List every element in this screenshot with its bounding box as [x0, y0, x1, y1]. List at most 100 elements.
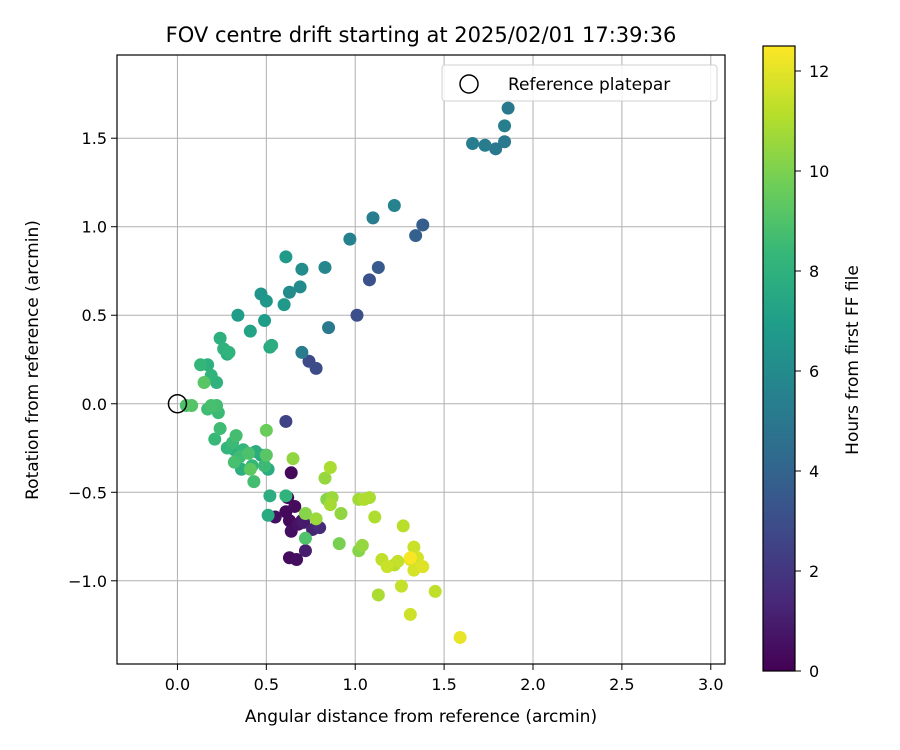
scatter-point [194, 358, 208, 372]
colorbar-ticks: 0 2 4 6 8 10 12 [795, 62, 829, 681]
legend: Reference platepar [441, 64, 718, 102]
scatter-point [498, 135, 512, 149]
scatter-point [279, 250, 293, 264]
scatter-point [259, 448, 273, 462]
scatter-point [288, 499, 302, 513]
scatter-point [380, 560, 394, 574]
colorbar-tick-label: 4 [809, 462, 819, 481]
scatter-point [277, 298, 291, 312]
colorbar-tick-label: 12 [809, 62, 829, 81]
scatter-point [409, 229, 423, 243]
scatter-point [222, 345, 236, 359]
data-points [179, 101, 515, 644]
scatter-point [323, 460, 337, 474]
scatter-point [231, 308, 245, 322]
colorbar-tick-label: 6 [809, 362, 819, 381]
scatter-point [279, 414, 293, 428]
y-tick-label: 0.5 [82, 306, 107, 325]
scatter-point [355, 538, 369, 552]
scatter-point [371, 588, 385, 602]
scatter-point [259, 294, 273, 308]
scatter-point [309, 361, 323, 375]
scatter-point [362, 273, 376, 287]
scatter-point [298, 531, 312, 545]
scatter-point [204, 399, 218, 413]
colorbar-tick-label: 8 [809, 262, 819, 281]
scatter-point [466, 137, 480, 151]
scatter-point [243, 462, 257, 476]
x-tick-label: 2.5 [609, 675, 634, 694]
scatter-point [478, 138, 492, 152]
scatter-point [295, 262, 309, 276]
scatter-point [334, 507, 348, 521]
chart-title: FOV centre drift starting at 2025/02/01 … [166, 23, 677, 47]
legend-label: Reference platepar [508, 75, 670, 95]
colorbar-label: Hours from first FF file [843, 265, 863, 455]
scatter-point [416, 560, 430, 574]
scatter-point [227, 455, 241, 469]
x-axis-label: Angular distance from reference (arcmin) [245, 707, 597, 727]
scatter-point [213, 331, 227, 345]
scatter-point [396, 519, 410, 533]
scatter-point [387, 198, 401, 212]
scatter-point [501, 101, 515, 115]
scatter-point [368, 510, 382, 524]
scatter-point [322, 321, 336, 335]
legend-box [441, 64, 718, 102]
scatter-point [489, 142, 503, 156]
colorbar-gradient [762, 45, 796, 672]
scatter-point [229, 429, 243, 443]
scatter-point [208, 432, 222, 446]
scatter-point [366, 211, 380, 225]
scatter-point [318, 260, 332, 274]
scatter-point [247, 475, 261, 489]
scatter-point [394, 579, 408, 593]
x-tick-label: 0.5 [254, 675, 279, 694]
scatter-point [286, 452, 300, 466]
legend-reference-marker [459, 74, 479, 94]
scatter-point [295, 345, 309, 359]
scatter-point [265, 338, 279, 352]
x-axis-ticks: 0.0 0.5 1.0 1.5 2.0 2.5 3.0 [165, 664, 724, 694]
scatter-point [318, 471, 332, 485]
y-tick-label: 1.5 [82, 129, 107, 148]
scatter-point [428, 584, 442, 598]
grid-lines [117, 55, 725, 664]
x-tick-label: 0.0 [165, 675, 190, 694]
y-axis-label: Rotation from reference (arcmin) [23, 220, 43, 500]
colorbar-tick-label: 2 [809, 562, 819, 581]
scatter-point [290, 553, 304, 567]
x-tick-label: 1.0 [342, 675, 367, 694]
colorbar-tick-label: 0 [809, 662, 819, 681]
scatter-point [407, 540, 421, 554]
scatter-point [293, 280, 307, 294]
y-tick-label: 0.0 [82, 395, 107, 414]
colorbar: 0 2 4 6 8 10 12 Hours from first FF file [762, 45, 863, 681]
scatter-point [259, 423, 273, 437]
scatter-point [282, 285, 296, 299]
scatter-point [298, 507, 312, 521]
scatter-point [323, 498, 337, 512]
y-tick-label: 1.0 [82, 218, 107, 237]
scatter-point [242, 446, 256, 460]
scatter-point [391, 554, 405, 568]
scatter-point [243, 324, 257, 338]
scatter-point [403, 551, 417, 565]
scatter-point [284, 466, 298, 480]
scatter-point [357, 492, 371, 506]
scatter-point [453, 630, 467, 644]
x-tick-label: 1.5 [431, 675, 456, 694]
plot-frame [116, 54, 726, 665]
scatter-point [416, 218, 430, 232]
scatter-point [350, 308, 364, 322]
y-axis-ticks: −1.0 −0.5 0.0 0.5 1.0 1.5 [68, 129, 117, 591]
x-tick-label: 3.0 [698, 675, 723, 694]
scatter-point [263, 489, 277, 503]
scatter-point [498, 119, 512, 133]
scatter-point [261, 508, 275, 522]
scatter-point [403, 607, 417, 621]
scatter-point [197, 376, 211, 390]
scatter-point [309, 512, 323, 526]
y-tick-label: −1.0 [68, 572, 107, 591]
